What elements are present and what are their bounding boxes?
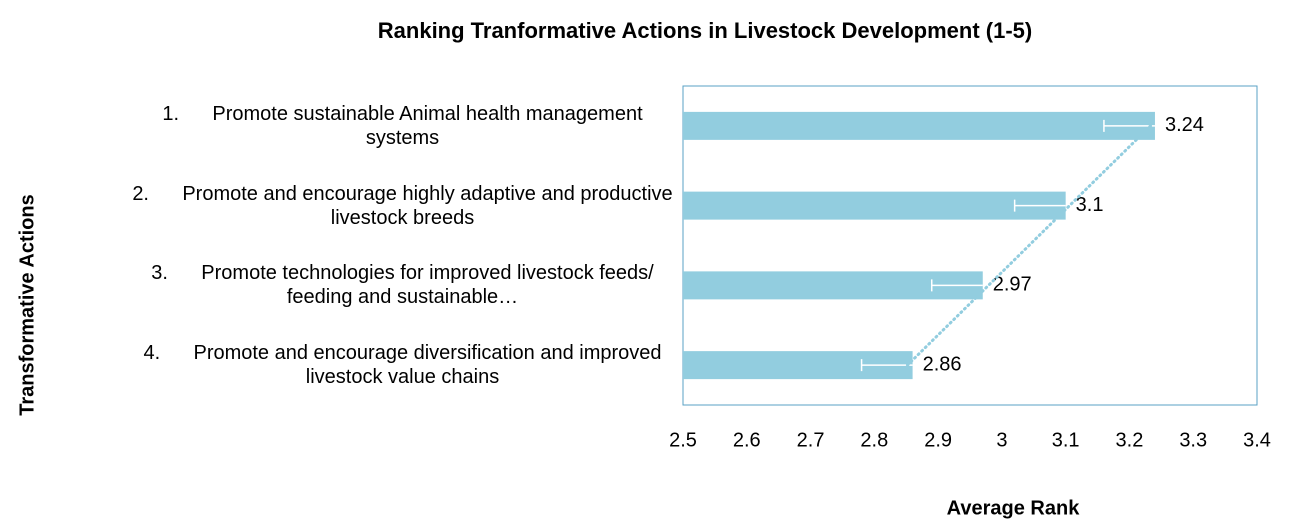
x-tick-label: 2.5 [669, 429, 697, 451]
error-bar [1013, 199, 1066, 212]
x-axis-label: Average Rank [947, 497, 1081, 519]
x-tick-label: 2.8 [860, 429, 888, 451]
value-label: 3.24 [1165, 114, 1204, 136]
x-tick-label: 3.1 [1052, 429, 1080, 451]
error-bar [860, 359, 913, 372]
x-tick-label: 2.6 [733, 429, 761, 451]
x-tick-label: 2.7 [797, 429, 825, 451]
x-tick-label: 2.9 [924, 429, 952, 451]
x-tick-label: 3.3 [1179, 429, 1207, 451]
value-label: 2.97 [993, 274, 1032, 296]
error-bar [930, 279, 983, 292]
value-label: 3.1 [1076, 194, 1104, 216]
y-axis-label: Transformative Actions [16, 194, 38, 416]
x-tick-label: 3.2 [1116, 429, 1144, 451]
category-label: 1. Promote sustainable Animal health man… [162, 102, 649, 149]
bar [683, 191, 1066, 220]
category-label: 4. Promote and encourage diversification… [143, 342, 668, 389]
trendline [905, 124, 1152, 367]
x-tick-label: 3.4 [1243, 429, 1271, 451]
category-label: 3. Promote technologies for improved liv… [151, 262, 660, 309]
bar [683, 111, 1155, 140]
plot-frame [682, 85, 1258, 406]
value-label: 2.86 [923, 353, 962, 375]
x-tick-label: 3 [996, 429, 1007, 451]
category-label: 2. Promote and encourage highly adaptive… [132, 182, 679, 229]
chart-title: Ranking Tranformative Actions in Livesto… [378, 18, 1032, 43]
error-bar [1103, 119, 1155, 132]
